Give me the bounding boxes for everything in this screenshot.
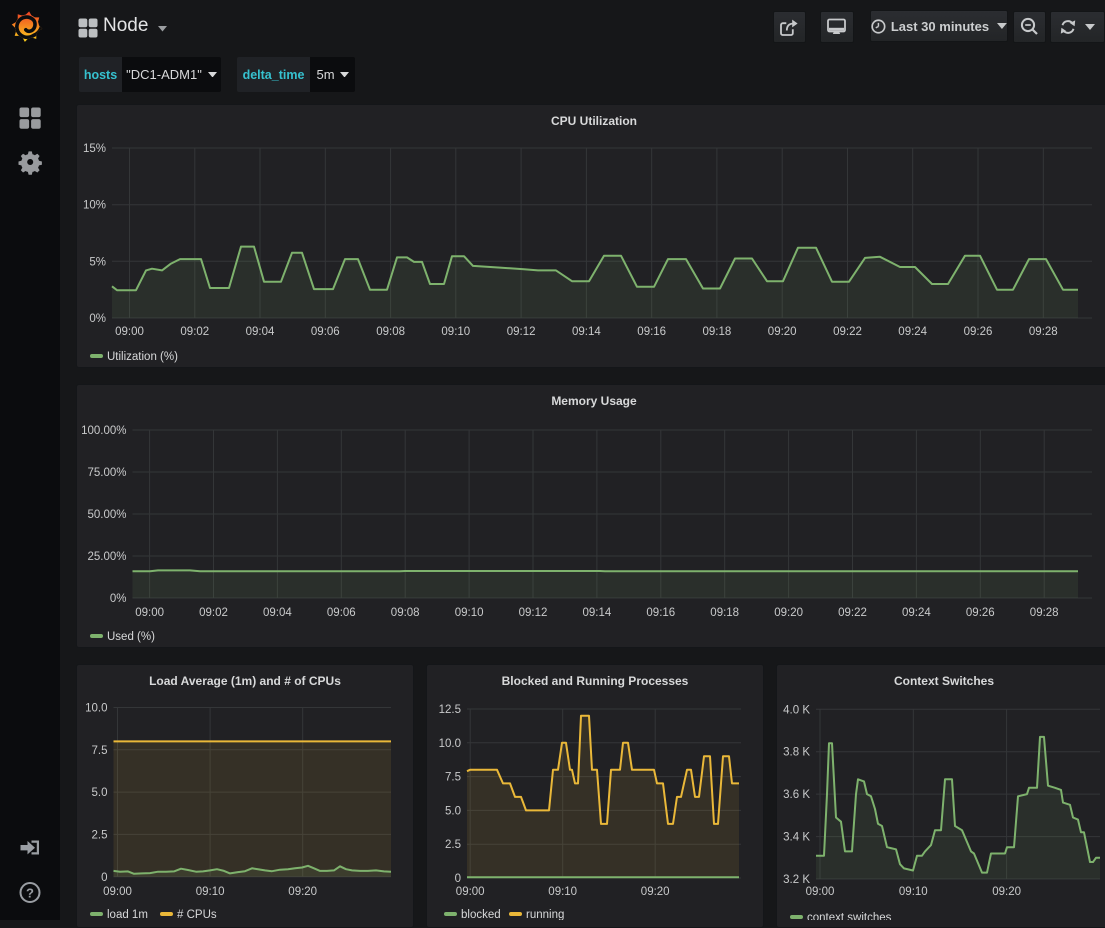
svg-text:?: ?	[26, 886, 34, 901]
